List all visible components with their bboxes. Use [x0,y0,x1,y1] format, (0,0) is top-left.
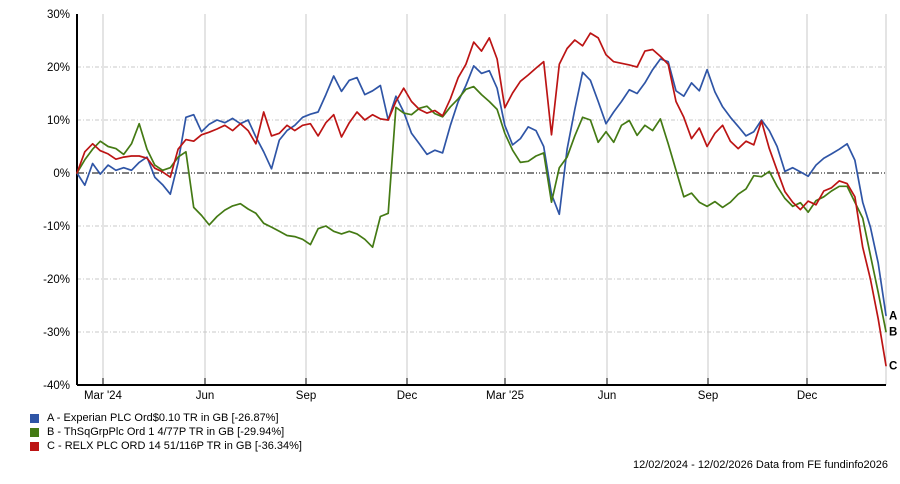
x-tick-label: Jun [598,390,617,402]
legend-label-b: B - ThSqGrpPlc Ord 1 4/77P TR in GB [-29… [47,426,285,438]
legend-label-a: A - Experian PLC Ord$0.10 TR in GB [-26.… [47,412,279,424]
legend-row-c: C - RELX PLC ORD 14 51/116P TR in GB [-3… [30,439,302,453]
y-tick-label: -40% [43,380,70,392]
y-tick-label: 30% [47,9,70,21]
legend-swatch-c [30,441,39,451]
x-tick-label: Mar '24 [84,390,123,402]
x-tick-label: Sep [698,390,718,402]
y-tick-label: 10% [47,115,70,127]
legend-label-c: C - RELX PLC ORD 14 51/116P TR in GB [-3… [47,440,302,452]
x-tick-label: Dec [797,390,818,402]
date-range-footer: 12/02/2024 - 12/02/2026 Data from FE fun… [632,459,888,471]
y-tick-label: 0% [53,168,70,180]
series-line-b [76,85,887,333]
series-line-a [76,58,887,317]
x-tick-label: Mar '25 [486,390,524,402]
series-line-c [76,32,887,367]
legend-row-a: A - Experian PLC Ord$0.10 TR in GB [-26.… [30,411,302,425]
series-end-label-b: B [889,327,897,339]
series-end-label-a: A [889,310,897,322]
x-tick-label: Sep [296,390,316,402]
chart-legend: A - Experian PLC Ord$0.10 TR in GB [-26.… [30,411,302,453]
y-tick-label: -20% [43,274,70,286]
x-tick-label: Dec [397,390,418,402]
y-tick-label: -10% [43,221,70,233]
y-tick-label: -30% [43,327,70,339]
y-tick-label: 20% [47,62,70,74]
legend-swatch-a [30,413,39,423]
legend-row-b: B - ThSqGrpPlc Ord 1 4/77P TR in GB [-29… [30,425,302,439]
series-end-label-c: C [889,361,897,373]
x-tick-label: Jun [196,390,215,402]
legend-swatch-b [30,427,39,437]
